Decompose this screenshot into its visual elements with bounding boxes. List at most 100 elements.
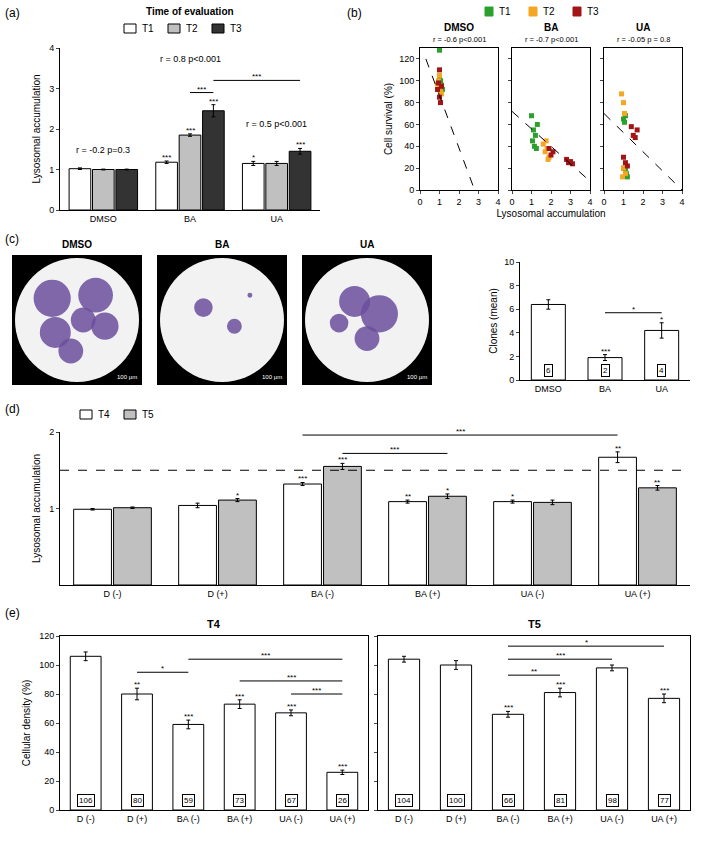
- svg-text:80: 80: [133, 796, 142, 805]
- svg-text:0: 0: [509, 197, 514, 207]
- svg-text:**: **: [531, 667, 537, 676]
- svg-text:100: 100: [399, 76, 414, 86]
- svg-text:60: 60: [44, 718, 54, 728]
- svg-text:106: 106: [79, 796, 93, 805]
- svg-text:Cell survival (%): Cell survival (%): [383, 83, 394, 155]
- svg-text:120: 120: [399, 54, 414, 64]
- svg-text:2: 2: [509, 352, 514, 362]
- svg-text:***: ***: [556, 680, 565, 689]
- svg-text:D (+): D (+): [207, 589, 227, 599]
- svg-text:D (+): D (+): [446, 814, 466, 824]
- svg-text:BA (-): BA (-): [177, 814, 200, 824]
- svg-text:(e): (e): [5, 606, 20, 620]
- svg-text:0: 0: [49, 205, 54, 215]
- svg-text:4: 4: [659, 366, 664, 375]
- svg-text:***: ***: [601, 347, 610, 356]
- svg-text:2: 2: [548, 197, 553, 207]
- svg-text:40: 40: [404, 141, 414, 151]
- svg-text:***: ***: [261, 651, 270, 660]
- svg-text:T4: T4: [207, 618, 221, 630]
- svg-text:**: **: [134, 680, 140, 689]
- svg-text:2: 2: [603, 366, 608, 375]
- svg-text:UA: UA: [636, 22, 650, 33]
- svg-text:BA: BA: [184, 214, 196, 224]
- svg-text:Lysosomal accumulation: Lysosomal accumulation: [31, 74, 42, 183]
- svg-text:***: ***: [296, 140, 305, 149]
- svg-text:D (-): D (-): [104, 589, 122, 599]
- svg-text:3: 3: [476, 197, 481, 207]
- svg-text:UA: UA: [360, 239, 374, 250]
- svg-text:***: ***: [235, 692, 244, 701]
- svg-text:2: 2: [49, 427, 54, 437]
- svg-text:*: *: [585, 638, 588, 647]
- svg-text:***: ***: [504, 703, 513, 712]
- svg-text:80: 80: [44, 689, 54, 699]
- svg-text:***: ***: [184, 712, 193, 721]
- svg-text:*: *: [632, 305, 635, 314]
- svg-text:BA: BA: [599, 384, 611, 394]
- svg-text:40: 40: [44, 747, 54, 757]
- svg-text:*: *: [511, 492, 514, 501]
- svg-text:BA: BA: [544, 22, 558, 33]
- svg-text:0: 0: [409, 185, 414, 195]
- svg-text:1: 1: [437, 197, 442, 207]
- svg-text:(c): (c): [5, 232, 19, 246]
- svg-text:73: 73: [235, 796, 244, 805]
- svg-text:98: 98: [608, 796, 617, 805]
- svg-text:***: ***: [338, 762, 347, 771]
- svg-text:66: 66: [504, 796, 513, 805]
- svg-text:T4: T4: [98, 409, 110, 420]
- svg-text:r = -0.6 p<0.001: r = -0.6 p<0.001: [433, 35, 486, 44]
- svg-text:***: ***: [390, 445, 399, 454]
- svg-text:81: 81: [556, 796, 565, 805]
- svg-text:2: 2: [456, 197, 461, 207]
- svg-text:T3: T3: [587, 6, 599, 17]
- svg-text:T2: T2: [186, 23, 198, 34]
- svg-text:1: 1: [621, 197, 626, 207]
- svg-text:8: 8: [509, 281, 514, 291]
- svg-text:D (-): D (-): [395, 814, 413, 824]
- svg-text:1: 1: [49, 165, 54, 175]
- svg-text:UA (-): UA (-): [279, 814, 303, 824]
- svg-text:67: 67: [287, 796, 296, 805]
- svg-text:20: 20: [44, 776, 54, 786]
- svg-text:***: ***: [298, 474, 307, 483]
- svg-text:20: 20: [404, 163, 414, 173]
- svg-text:r = -0.7 p<0.001: r = -0.7 p<0.001: [525, 35, 578, 44]
- svg-text:*: *: [660, 315, 663, 324]
- svg-text:4: 4: [509, 328, 514, 338]
- svg-text:77: 77: [660, 796, 669, 805]
- svg-text:T1: T1: [499, 6, 511, 17]
- svg-text:***: ***: [197, 85, 206, 94]
- svg-text:DMSO: DMSO: [62, 239, 92, 250]
- svg-text:BA: BA: [215, 239, 229, 250]
- svg-text:**: **: [654, 478, 660, 487]
- svg-text:r = -0.2 p=0.3: r = -0.2 p=0.3: [76, 145, 130, 155]
- svg-text:***: ***: [162, 153, 171, 162]
- svg-text:*: *: [252, 153, 255, 162]
- svg-text:***: ***: [252, 72, 261, 81]
- svg-text:T3: T3: [230, 23, 242, 34]
- svg-text:4: 4: [495, 197, 500, 207]
- svg-text:59: 59: [184, 796, 193, 805]
- svg-text:100 µm: 100 µm: [407, 374, 427, 380]
- svg-text:r = 0.5 p<0.001: r = 0.5 p<0.001: [246, 119, 307, 129]
- svg-text:T2: T2: [543, 6, 555, 17]
- svg-text:UA (+): UA (+): [329, 814, 355, 824]
- svg-text:0: 0: [509, 375, 514, 385]
- svg-text:1: 1: [49, 504, 54, 514]
- svg-text:*: *: [236, 491, 239, 500]
- svg-text:100: 100: [39, 660, 54, 670]
- svg-text:r = 0.8 p<0.001: r = 0.8 p<0.001: [160, 54, 221, 64]
- svg-text:Lysosomal accumulation: Lysosomal accumulation: [496, 208, 605, 219]
- svg-text:***: ***: [209, 97, 218, 106]
- svg-text:D (+): D (+): [127, 814, 147, 824]
- svg-text:0: 0: [49, 805, 54, 815]
- svg-text:4: 4: [587, 197, 592, 207]
- svg-text:6: 6: [509, 304, 514, 314]
- svg-text:10: 10: [504, 257, 514, 267]
- svg-text:***: ***: [312, 686, 321, 695]
- svg-text:2: 2: [640, 197, 645, 207]
- svg-text:UA: UA: [270, 214, 283, 224]
- svg-text:3: 3: [660, 197, 665, 207]
